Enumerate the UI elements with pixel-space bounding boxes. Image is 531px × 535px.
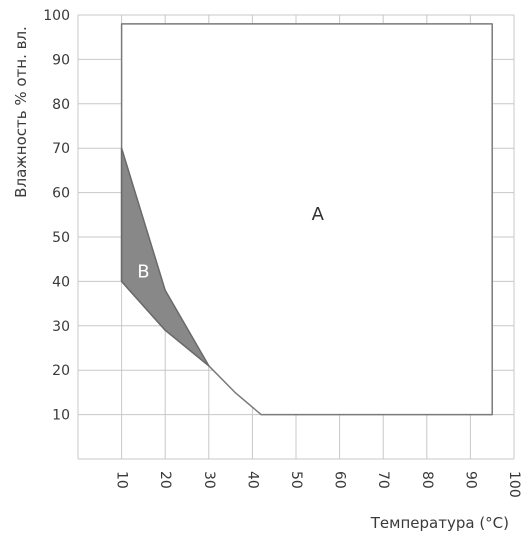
y-axis-title: Влажность % отн. вл. — [12, 26, 30, 198]
y-tick-label-60: 60 — [52, 186, 70, 202]
y-tick-label-30: 30 — [52, 319, 70, 335]
y-tick-label-50: 50 — [52, 230, 70, 246]
y-tick-label-90: 90 — [52, 52, 70, 68]
y-tick-label-20: 20 — [52, 363, 70, 379]
x-tick-label-90: 90 — [462, 471, 478, 489]
region-label-b: B — [137, 262, 149, 283]
x-tick-label-20: 20 — [157, 471, 173, 489]
y-tick-label-40: 40 — [52, 274, 70, 290]
x-tick-label-10: 10 — [114, 471, 130, 489]
x-axis-title: Температура (°C) — [370, 514, 509, 532]
x-tick-label-30: 30 — [201, 471, 217, 489]
y-tick-label-100: 100 — [43, 8, 70, 24]
y-tick-label-80: 80 — [52, 97, 70, 113]
chart-regions — [122, 24, 493, 415]
region-a — [122, 24, 493, 415]
x-tick-label-80: 80 — [419, 471, 435, 489]
x-tick-label-70: 70 — [375, 471, 391, 489]
y-tick-label-10: 10 — [52, 408, 70, 424]
x-tick-label-100: 100 — [506, 471, 522, 498]
y-tick-label-70: 70 — [52, 141, 70, 157]
x-tick-label-60: 60 — [332, 471, 348, 489]
x-tick-label-40: 40 — [244, 471, 260, 489]
region-label-a: A — [312, 204, 325, 225]
x-tick-label-50: 50 — [288, 471, 304, 489]
